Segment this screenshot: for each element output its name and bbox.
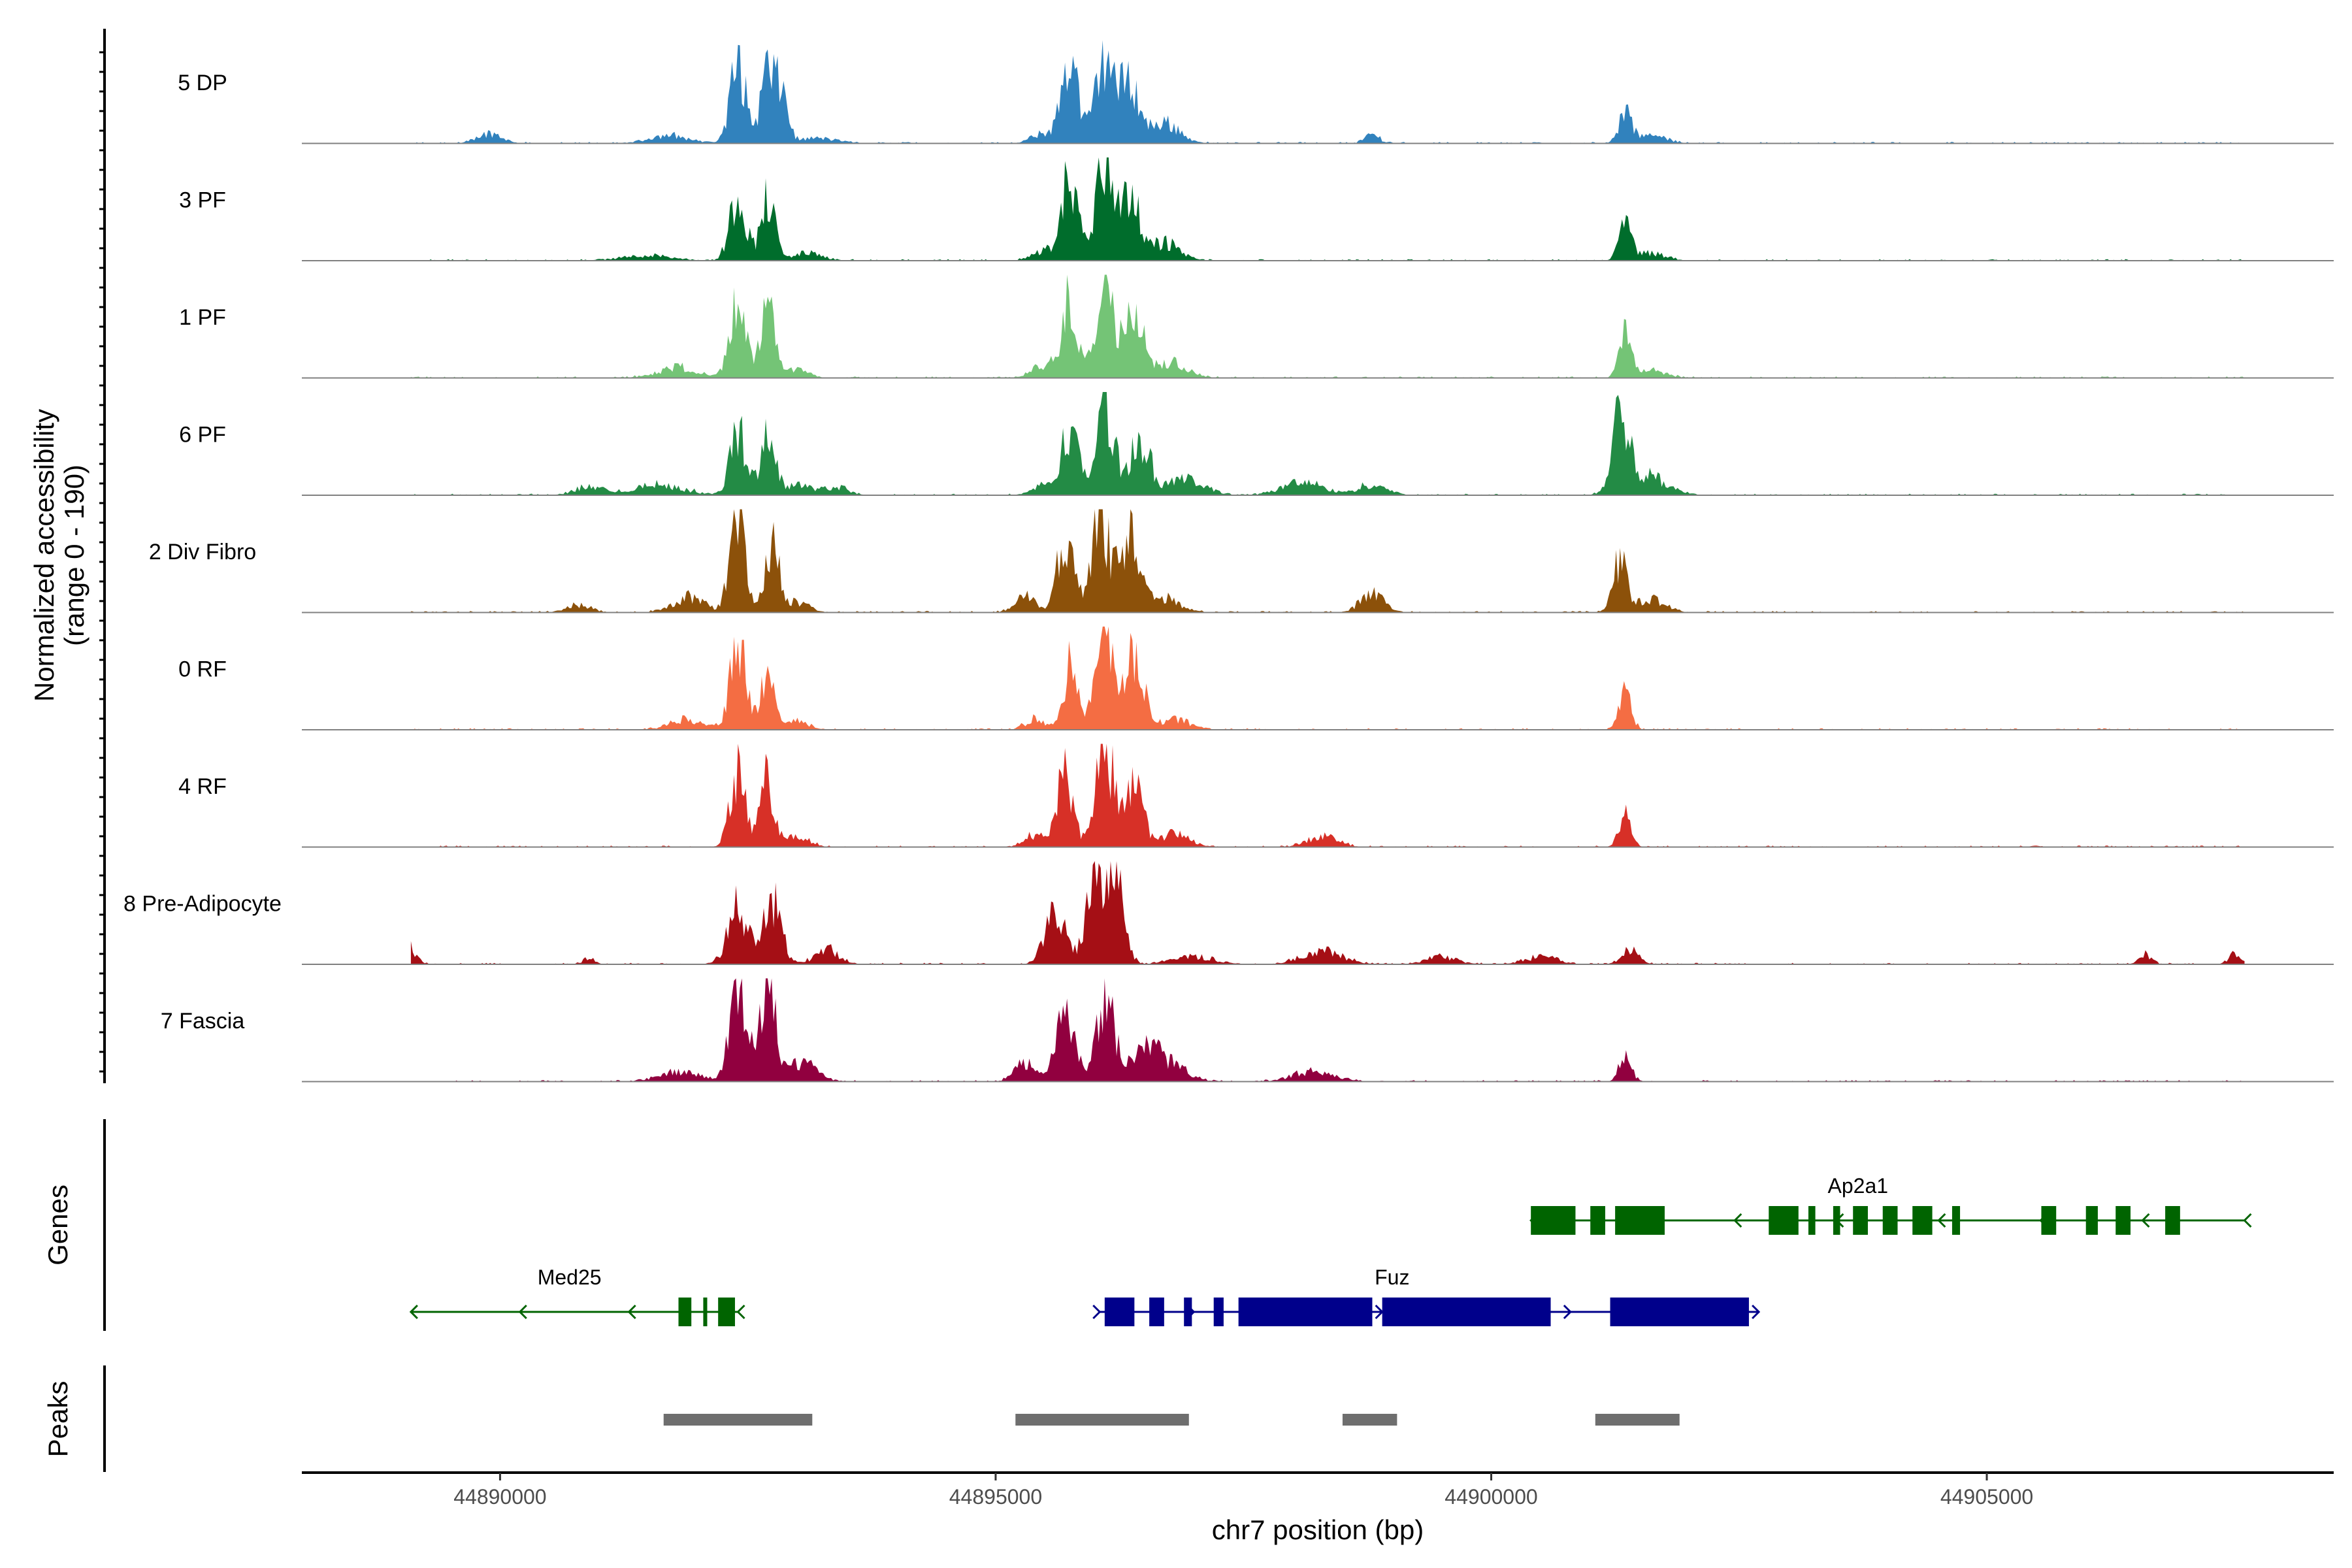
gene-exon <box>678 1298 692 1326</box>
track-6-pf: 6 PF <box>179 392 2334 496</box>
strand-arrow <box>1752 1304 1761 1320</box>
gene-exon <box>1531 1206 1576 1235</box>
x-axis: 44890000 44895000 44900000 44905000 <box>453 1473 2033 1509</box>
peak-region <box>1595 1414 1680 1426</box>
gene-exon <box>1104 1298 1135 1326</box>
gene-exon <box>1912 1206 1933 1235</box>
x-tick-label: 44895000 <box>949 1485 1042 1509</box>
coverage-area <box>410 274 2245 378</box>
peak-region <box>1015 1414 1189 1426</box>
track-1-pf: 1 PF <box>179 274 2334 379</box>
y-axis <box>99 29 106 1083</box>
strand-arrow <box>2243 1213 2252 1228</box>
gene-models: Ap2a1 Med25 Fuz <box>409 1174 2252 1326</box>
coverage-area <box>410 627 2245 730</box>
coverage-tracks: 5 DP 3 PF 1 PF 6 PF 2 Div Fibro 0 RF 4 RF 8 Pre… <box>123 40 2334 1083</box>
strand-arrow <box>2141 1213 2150 1228</box>
gene-exon <box>1590 1206 1605 1235</box>
gene-exon <box>1833 1206 1840 1235</box>
gene-label: Fuz <box>1375 1266 1409 1289</box>
coverage-area <box>410 509 2245 613</box>
track-label: 8 Pre-Adipocyte <box>123 892 282 917</box>
gene-exon <box>1769 1206 1799 1235</box>
strand-arrow <box>627 1304 636 1320</box>
peak-region <box>1342 1414 1397 1426</box>
strand-arrow <box>1937 1213 1946 1228</box>
coverage-area <box>410 861 2245 964</box>
track-7-fascia: 7 Fascia <box>161 978 2334 1083</box>
track-2-div-fibro: 2 Div Fibro <box>149 509 2334 613</box>
gene-exon <box>1184 1298 1192 1326</box>
coverage-area <box>410 40 2245 144</box>
gene-exon <box>1238 1298 1373 1326</box>
gene-exon <box>2165 1206 2180 1235</box>
peak-region <box>663 1414 813 1426</box>
x-axis-title: chr7 position (bp) <box>1212 1514 1424 1545</box>
coverage-area <box>410 157 2245 261</box>
track-4-rf: 4 RF <box>178 743 2334 848</box>
strand-arrow <box>1563 1304 1572 1320</box>
track-5-dp: 5 DP <box>178 40 2334 144</box>
gene-exon <box>1952 1206 1961 1235</box>
track-label: 3 PF <box>179 188 226 213</box>
peak-regions <box>663 1414 1680 1426</box>
coverage-area <box>410 978 2245 1082</box>
gene-exon <box>2115 1206 2131 1235</box>
gene-exon <box>2041 1206 2057 1235</box>
gene-exon <box>718 1298 735 1326</box>
gene-label: Med25 <box>538 1266 602 1289</box>
track-label: 2 Div Fibro <box>149 540 256 564</box>
x-tick-label: 44905000 <box>1940 1485 2033 1509</box>
gene-exon <box>1382 1298 1551 1326</box>
track-label: 5 DP <box>178 71 227 95</box>
gene-fuz: Fuz <box>1092 1266 1761 1326</box>
gene-exon <box>703 1298 708 1326</box>
gene-exon <box>1882 1206 1898 1235</box>
gene-med25: Med25 <box>409 1266 745 1326</box>
track-label: 4 RF <box>178 774 227 799</box>
x-tick-label: 44890000 <box>453 1485 546 1509</box>
strand-arrow <box>1733 1213 1742 1228</box>
coverage-area <box>410 392 2245 495</box>
track-label: 0 RF <box>178 657 227 682</box>
track-label: 7 Fascia <box>161 1009 245 1034</box>
gene-exon <box>1853 1206 1868 1235</box>
gene-ap2a1: Ap2a1 <box>1529 1174 2252 1235</box>
track-3-pf: 3 PF <box>179 157 2334 261</box>
strand-arrow <box>409 1304 418 1320</box>
gene-exon <box>1808 1206 1816 1235</box>
track-0-rf: 0 RF <box>178 627 2334 730</box>
track-label: 1 PF <box>179 305 226 330</box>
peaks-panel-label: Peaks <box>42 1381 73 1458</box>
x-tick-label: 44900000 <box>1445 1485 1537 1509</box>
coverage-area <box>410 743 2245 847</box>
strand-arrow <box>518 1304 527 1320</box>
genes-panel-label: Genes <box>42 1184 73 1266</box>
gene-label: Ap2a1 <box>1828 1174 1889 1198</box>
gene-exon <box>1615 1206 1665 1235</box>
gene-exon <box>2085 1206 2098 1235</box>
gene-exon <box>1213 1298 1224 1326</box>
gene-exon <box>1610 1298 1749 1326</box>
y-axis-title-line2: (range 0 - 190) <box>59 465 90 646</box>
gene-exon <box>1149 1298 1164 1326</box>
y-axis-title-line1: Normalized accessibility <box>29 409 59 702</box>
track-label: 6 PF <box>179 423 226 448</box>
strand-arrow <box>736 1304 745 1320</box>
track-8-pre-adipocyte: 8 Pre-Adipocyte <box>123 861 2334 965</box>
strand-arrow <box>1092 1304 1102 1320</box>
